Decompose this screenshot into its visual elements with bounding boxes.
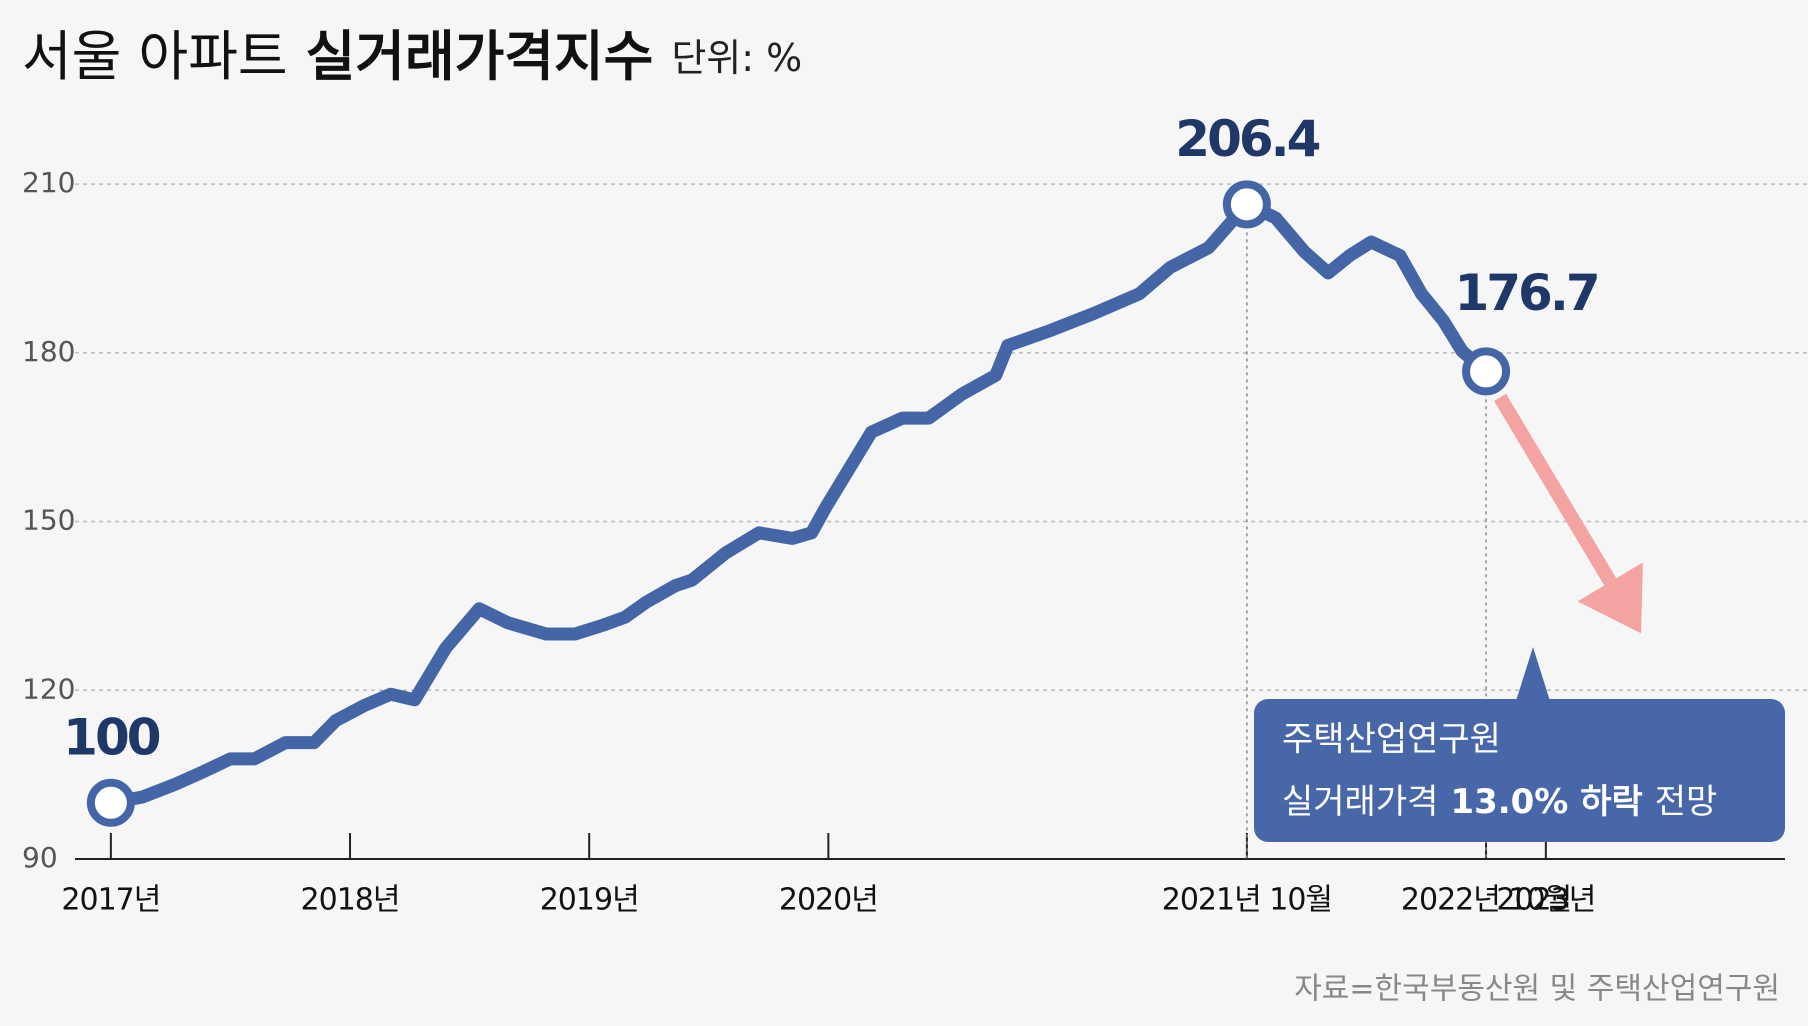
y-tick-label: 180 [22, 335, 75, 368]
x-tick-label: 2023년 [1496, 883, 1595, 918]
callout-part: 13.0% 하락 [1450, 782, 1642, 822]
y-tick-label: 210 [22, 166, 75, 199]
x-tick-label: 2020년 [779, 883, 878, 918]
x-tick-label: 2019년 [540, 883, 639, 918]
callout-box [1254, 699, 1785, 842]
value-label: 176.7 [1454, 264, 1597, 322]
source: 자료=한국부동산원 및 주택산업연구원 [1294, 972, 1780, 1007]
chart-title: 서울 아파트 실거래가격지수 단위: % [22, 25, 802, 88]
value-label: 206.4 [1175, 110, 1319, 168]
callout-part: 실거래가격 [1282, 782, 1438, 822]
x-tick-label: 2022년 10월 [1401, 883, 1571, 918]
y-tick-label: 150 [22, 504, 75, 537]
unit-label: 단위: % [671, 36, 802, 80]
value-label: 100 [63, 708, 160, 766]
x-tick-label: 2021년 10월 [1162, 883, 1332, 918]
title-normal: 서울 아파트 [22, 25, 288, 88]
forecast-arrow-head [1577, 562, 1643, 634]
series-line [104, 197, 1493, 810]
y-tick-label: 120 [22, 672, 75, 705]
y-tick-label: 90 [22, 841, 58, 874]
x-tick-label: 2017년 [61, 883, 160, 918]
highlight-point [1462, 347, 1511, 396]
highlight-point [86, 778, 135, 827]
highlight-point [1222, 180, 1271, 229]
title-bold: 실거래가격지수 [306, 25, 654, 88]
forecast-arrow-shaft [1494, 393, 1617, 586]
callout-line1: 주택산업연구원 [1282, 720, 1501, 760]
callout-pointer [1516, 647, 1550, 701]
callout-line2: 실거래가격 13.0% 하락 전망 [1282, 782, 1717, 822]
callout-part: 전망 [1655, 782, 1718, 822]
x-tick-label: 2018년 [301, 883, 400, 918]
